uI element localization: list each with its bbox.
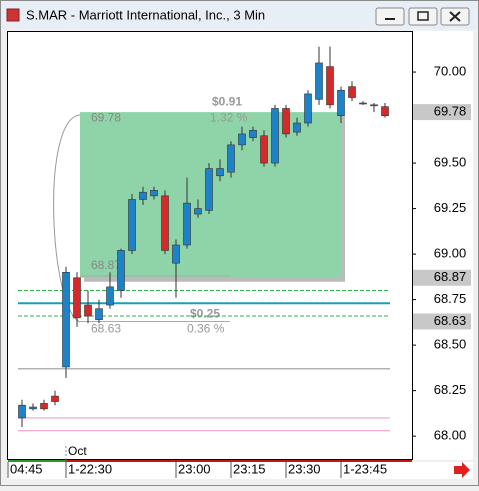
price-label: 69.78 xyxy=(434,104,467,119)
candle-body xyxy=(359,102,367,105)
measure-high: 69.78 xyxy=(91,110,121,124)
candle-body xyxy=(95,308,103,320)
price-label-box xyxy=(413,104,471,121)
candle-body xyxy=(106,286,114,306)
candle-body xyxy=(238,133,246,146)
candle-body xyxy=(326,66,334,106)
candle-body xyxy=(227,144,235,173)
candle-body xyxy=(194,208,202,215)
restore-icon xyxy=(417,11,429,21)
scroll-arrow[interactable] xyxy=(454,462,470,478)
measure-low: 68.63 xyxy=(91,322,121,336)
candle-body xyxy=(40,403,48,410)
y-tick-label: 68.25 xyxy=(434,382,467,397)
candle-body xyxy=(282,108,290,135)
price-label: 68.87 xyxy=(434,269,467,284)
candle-body xyxy=(216,168,224,177)
candle-body xyxy=(139,191,147,200)
date-label: Oct xyxy=(68,444,87,458)
candle-body xyxy=(84,304,92,317)
app-icon xyxy=(6,8,20,22)
candle-body xyxy=(315,62,323,100)
window-buttons[interactable] xyxy=(375,7,470,26)
candle-body xyxy=(381,106,389,117)
x-tick-label: 04:45 xyxy=(10,461,43,476)
candle-body xyxy=(51,395,59,402)
candle-body xyxy=(183,202,191,246)
y-tick-label: 68.00 xyxy=(434,428,467,443)
minimize-button[interactable] xyxy=(375,7,405,26)
candle-body xyxy=(205,168,213,211)
candle-body xyxy=(62,272,70,368)
candle-body xyxy=(271,108,279,164)
price-label-box xyxy=(413,313,471,330)
measure-percent: 0.36 % xyxy=(187,322,225,336)
y-tick-label: 68.50 xyxy=(434,337,467,352)
candle-body xyxy=(304,93,312,124)
x-tick-label: 1-23:45 xyxy=(343,461,387,476)
measure-change: $0.25 xyxy=(190,307,220,321)
close-icon xyxy=(449,11,461,22)
x-tick-label: 23:00 xyxy=(178,461,211,476)
candle-body xyxy=(128,199,136,251)
candle-body xyxy=(18,404,26,419)
window-title: S.MAR - Marriott International, Inc., 3 … xyxy=(26,7,265,22)
restore-button[interactable] xyxy=(408,7,438,26)
measure-change: $0.91 xyxy=(212,94,242,108)
candle-body xyxy=(117,250,125,291)
time-axis xyxy=(7,462,473,479)
candle-body xyxy=(29,406,37,410)
y-tick-label: 70.00 xyxy=(434,63,467,78)
x-tick-label: 23:15 xyxy=(233,461,266,476)
y-tick-label: 69.25 xyxy=(434,200,467,215)
candle-body xyxy=(172,244,180,264)
candle-body xyxy=(337,89,345,117)
candle-body xyxy=(348,86,356,98)
price-label: 68.63 xyxy=(434,313,467,328)
candle-body xyxy=(150,190,158,197)
y-tick-label: 69.50 xyxy=(434,155,467,170)
candle-body xyxy=(370,104,378,107)
y-tick-label: 69.00 xyxy=(434,246,467,261)
candle-body xyxy=(293,122,301,133)
x-tick-label: 1-22:30 xyxy=(68,461,112,476)
measure-low: 68.87 xyxy=(91,258,121,272)
candle-body xyxy=(73,277,81,319)
price-label-box xyxy=(413,269,471,286)
candle-body xyxy=(260,135,268,164)
measure-percent: 1.32 % xyxy=(210,110,248,124)
candle-body xyxy=(249,130,257,138)
y-tick-label: 68.75 xyxy=(434,291,467,306)
candle-body xyxy=(161,195,169,251)
price-axis xyxy=(413,31,473,460)
x-tick-label: 23:30 xyxy=(288,461,321,476)
